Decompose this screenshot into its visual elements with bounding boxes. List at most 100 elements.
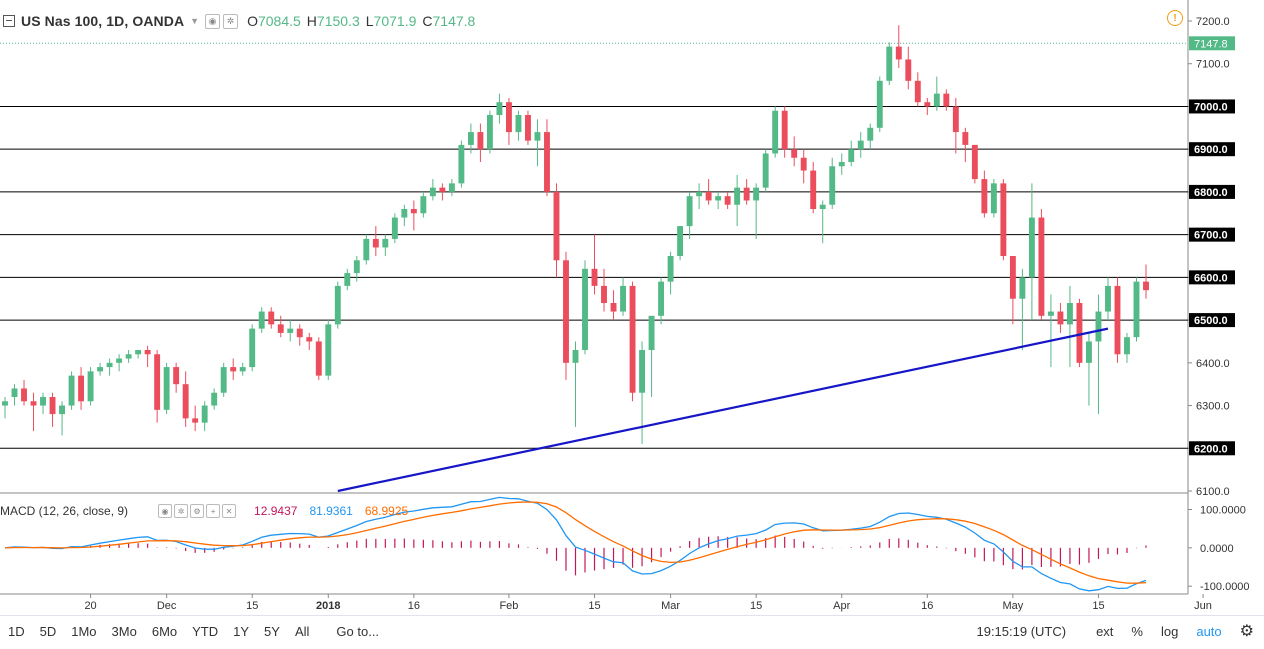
- clock-time[interactable]: 19:15:19 (UTC): [976, 623, 1067, 639]
- candle-body: [1114, 285, 1121, 355]
- macd-title[interactable]: MACD (12, 26, close, 9): [0, 504, 129, 518]
- eye-icon[interactable]: ◉: [205, 13, 221, 29]
- candle: [962, 127, 969, 162]
- candle: [1086, 332, 1092, 406]
- candle-body: [325, 324, 332, 376]
- candle-body: [677, 226, 684, 256]
- open-value: 7084.5: [257, 13, 301, 29]
- gear-icon[interactable]: ✲: [223, 13, 239, 29]
- candle: [572, 341, 579, 427]
- candle: [1047, 294, 1054, 368]
- candle: [658, 277, 665, 325]
- symbol-title[interactable]: US Nas 100, 1D, OANDA: [21, 13, 185, 29]
- price-chart[interactable]: 100.0000 0.0000 -100.0000 6100.0 6200.0 6300…: [0, 0, 1264, 615]
- gear-icon[interactable]: ⚙: [1239, 623, 1254, 640]
- last-price-label: 7147.8: [1194, 38, 1228, 50]
- plus-icon[interactable]: +: [206, 504, 221, 518]
- candle-body: [11, 388, 18, 397]
- candle-body: [505, 102, 512, 133]
- candle: [829, 157, 836, 209]
- warning-icon[interactable]: !: [1167, 10, 1183, 26]
- candle-body: [696, 191, 703, 197]
- candle: [696, 183, 703, 209]
- candle-body: [334, 285, 341, 325]
- candle-body: [296, 328, 303, 338]
- goto-button[interactable]: Go to...: [336, 623, 380, 639]
- eye-icon[interactable]: ◉: [158, 504, 173, 518]
- candle-body: [772, 110, 779, 154]
- candle: [477, 123, 484, 162]
- price-axis: 6100.0 6200.0 6300.0 6400.0 6500.0 6600.0 6700…: [1188, 16, 1235, 498]
- candle: [429, 179, 436, 201]
- candle: [458, 140, 465, 188]
- log-toggle[interactable]: log: [1160, 623, 1179, 639]
- candle: [1105, 277, 1111, 321]
- candle: [144, 345, 151, 368]
- range-1d[interactable]: 1D: [8, 623, 25, 639]
- candle-body: [857, 140, 864, 150]
- candle-body: [448, 183, 455, 192]
- candle: [705, 179, 712, 205]
- candle: [525, 110, 531, 145]
- chevron-down-icon[interactable]: ▼: [190, 16, 200, 26]
- candle: [810, 162, 817, 214]
- level-label: 6500.0: [1194, 315, 1228, 327]
- candle-body: [21, 388, 27, 402]
- ext-toggle[interactable]: ext: [1096, 623, 1114, 639]
- gear-icon[interactable]: ✲: [174, 504, 189, 518]
- time-tick-label: Mar: [661, 600, 680, 612]
- candle-body: [78, 375, 85, 402]
- candle-body: [439, 187, 446, 192]
- candle-body: [971, 144, 978, 180]
- range-3mo[interactable]: 3Mo: [111, 623, 137, 639]
- trendline: [337, 327, 1109, 493]
- candle: [601, 268, 607, 312]
- candle-body: [239, 367, 246, 372]
- candle: [467, 123, 474, 154]
- candle: [448, 179, 455, 197]
- percent-toggle[interactable]: %: [1131, 623, 1143, 639]
- candle: [439, 183, 446, 201]
- collapse-icon[interactable]: [3, 15, 15, 27]
- candle-body: [1009, 256, 1016, 299]
- range-5y[interactable]: 5Y: [264, 623, 280, 639]
- candle-body: [382, 238, 389, 248]
- candle-body: [68, 375, 75, 406]
- candle-body: [1095, 311, 1102, 342]
- time-tick-label: Apr: [833, 600, 850, 612]
- candle: [163, 362, 170, 415]
- candle-body: [639, 350, 646, 393]
- range-5d[interactable]: 5D: [39, 623, 57, 639]
- macd-hist-value: 12.9437: [254, 504, 298, 518]
- time-tick-label: 15: [750, 600, 762, 612]
- candle-body: [1066, 303, 1073, 325]
- candle-body: [667, 256, 674, 282]
- candle-body: [715, 196, 722, 201]
- level-label: 6200.0: [1194, 443, 1228, 455]
- range-all[interactable]: All: [294, 623, 310, 639]
- candle: [1143, 264, 1149, 299]
- time-tick-label: May: [1002, 600, 1023, 612]
- time-tick-label: Jun: [1194, 600, 1212, 612]
- range-ytd[interactable]: YTD: [192, 623, 219, 639]
- candle: [315, 337, 322, 380]
- settings-icon[interactable]: ⚙: [190, 504, 205, 518]
- macd-line: [4, 496, 1147, 592]
- level-label-bg: [1189, 270, 1235, 285]
- candle-body: [876, 80, 883, 128]
- candle: [639, 341, 646, 444]
- candle: [325, 320, 332, 380]
- range-1y[interactable]: 1Y: [233, 623, 250, 639]
- candle: [296, 324, 303, 346]
- candle-body: [943, 93, 950, 107]
- candle-body: [2, 401, 8, 406]
- candle: [2, 397, 8, 419]
- range-6mo[interactable]: 6Mo: [151, 623, 178, 639]
- high-value: 7150.3: [316, 13, 360, 29]
- close-icon[interactable]: ✕: [222, 504, 237, 518]
- candle-body: [1143, 281, 1149, 291]
- candle-body: [648, 315, 655, 350]
- range-1mo[interactable]: 1Mo: [71, 623, 97, 639]
- candle: [1124, 332, 1130, 363]
- auto-toggle[interactable]: auto: [1196, 623, 1222, 639]
